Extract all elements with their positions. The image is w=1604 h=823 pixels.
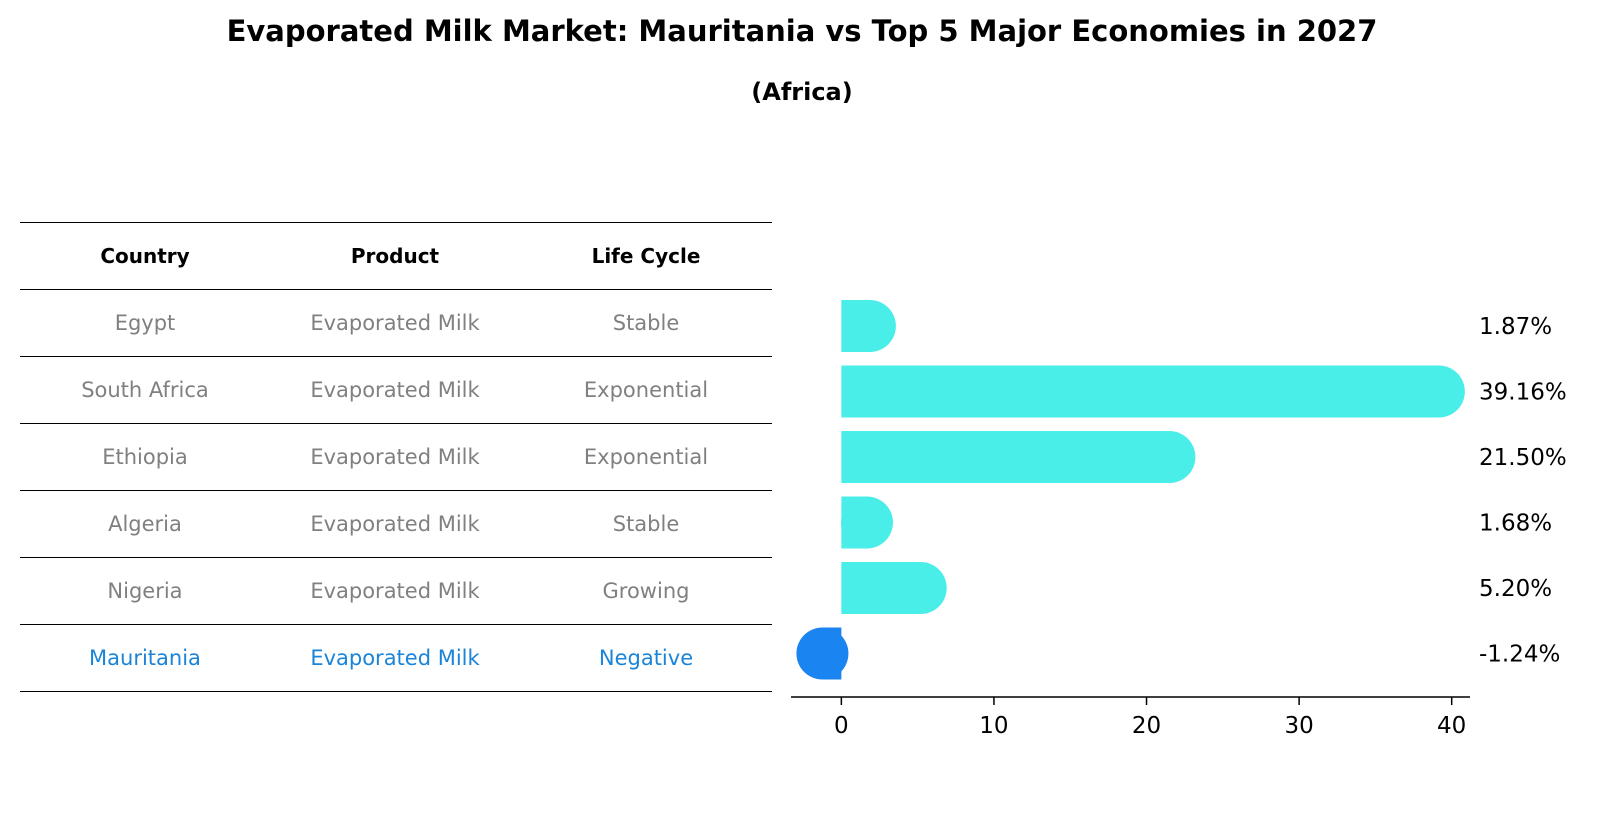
bar-end-cap bbox=[796, 627, 849, 680]
data-label: 21.50% bbox=[1479, 445, 1567, 471]
bar-end-cap bbox=[843, 300, 896, 352]
bar-end-cap bbox=[1143, 431, 1196, 483]
table-row: South Africa Evaporated Milk Exponential bbox=[20, 357, 772, 424]
table-header-row: Country Product Life Cycle bbox=[20, 222, 772, 290]
x-tick-label: 0 bbox=[834, 713, 849, 739]
product-cell: Evaporated Milk bbox=[310, 378, 480, 402]
column-header-country: Country bbox=[100, 244, 190, 268]
product-cell: Evaporated Milk bbox=[310, 579, 480, 603]
table-row: Algeria Evaporated Milk Stable bbox=[20, 491, 772, 558]
life-cycle-cell: Growing bbox=[602, 579, 690, 603]
data-label: 5.20% bbox=[1479, 576, 1552, 602]
chart-title: Evaporated Milk Market: Mauritania vs To… bbox=[226, 14, 1378, 48]
table-row: Ethiopia Evaporated Milk Exponential bbox=[20, 424, 772, 491]
country-cell: Algeria bbox=[108, 512, 182, 536]
life-cycle-cell: Negative bbox=[598, 646, 694, 670]
bar-end-cap bbox=[840, 496, 893, 549]
life-cycle-cell: Exponential bbox=[583, 378, 709, 402]
x-tick-label: 30 bbox=[1284, 713, 1313, 739]
country-cell: South Africa bbox=[81, 378, 209, 402]
data-label: 1.68% bbox=[1479, 511, 1552, 537]
life-cycle-cell: Stable bbox=[612, 311, 680, 335]
product-cell: Evaporated Milk bbox=[310, 646, 480, 670]
comparison-table: Country Product Life Cycle Egypt Evapora… bbox=[20, 222, 772, 692]
country-cell: Nigeria bbox=[107, 579, 183, 603]
life-cycle-cell: Exponential bbox=[583, 445, 709, 469]
column-header-life-cycle: Life Cycle bbox=[591, 244, 701, 268]
data-label: 39.16% bbox=[1479, 380, 1567, 406]
country-cell: Ethiopia bbox=[102, 445, 188, 469]
country-cell: Mauritania bbox=[89, 646, 201, 670]
product-cell: Evaporated Milk bbox=[310, 445, 480, 469]
x-tick-label: 40 bbox=[1437, 713, 1466, 739]
product-cell: Evaporated Milk bbox=[310, 311, 480, 335]
bar-end-cap bbox=[1412, 365, 1465, 418]
chart-subtitle: (Africa) bbox=[751, 78, 853, 106]
x-tick-label: 20 bbox=[1132, 713, 1161, 739]
column-header-product: Product bbox=[350, 244, 440, 268]
table-row-highlighted: Mauritania Evaporated Milk Negative bbox=[20, 625, 772, 692]
bar bbox=[841, 431, 1170, 483]
table-row: Egypt Evaporated Milk Stable bbox=[20, 290, 772, 357]
life-cycle-cell: Stable bbox=[612, 512, 680, 536]
product-cell: Evaporated Milk bbox=[310, 512, 480, 536]
data-label: -1.24% bbox=[1479, 642, 1560, 668]
country-cell: Egypt bbox=[114, 311, 176, 335]
data-label: 1.87% bbox=[1479, 314, 1552, 340]
bar bbox=[841, 365, 1439, 418]
table-row: Nigeria Evaporated Milk Growing bbox=[20, 558, 772, 625]
bar-end-cap bbox=[894, 562, 947, 614]
x-tick-label: 10 bbox=[979, 713, 1008, 739]
